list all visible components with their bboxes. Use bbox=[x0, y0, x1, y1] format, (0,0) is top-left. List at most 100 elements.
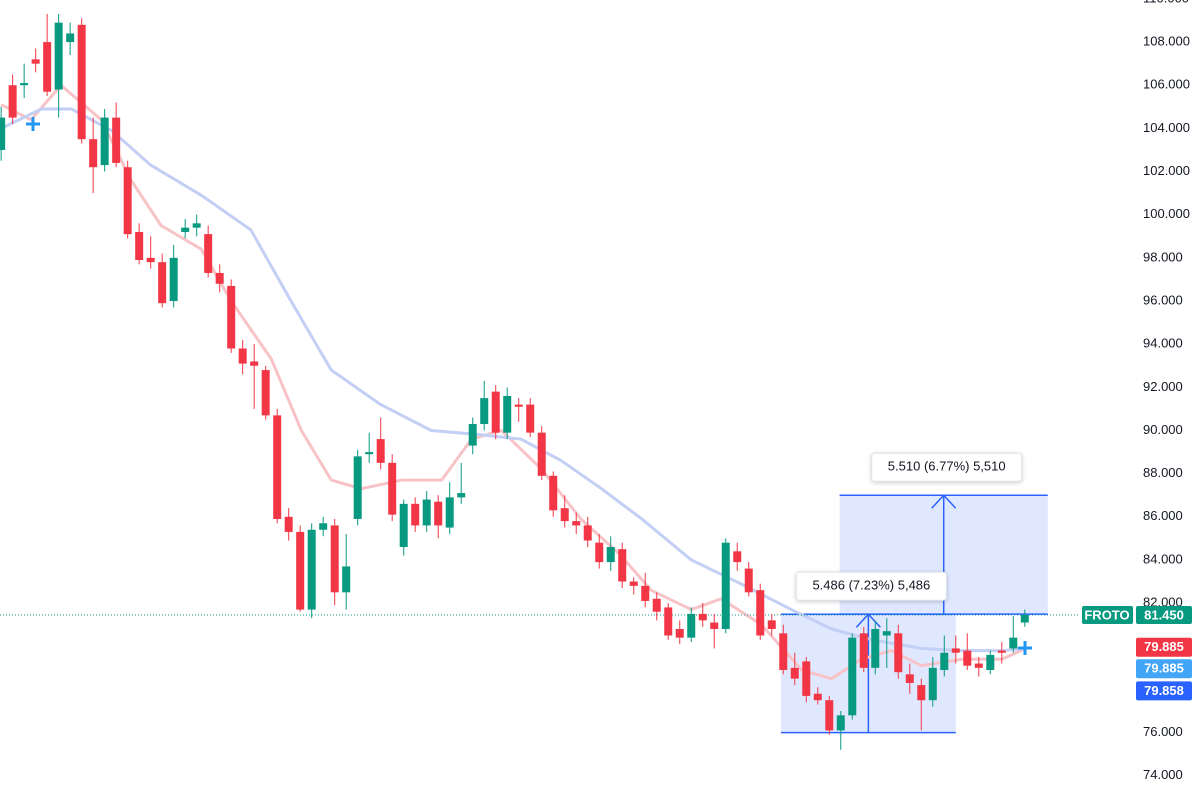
candle-body bbox=[468, 424, 477, 446]
candle-body bbox=[135, 231, 144, 261]
candle-body bbox=[8, 85, 17, 118]
y-tick-label: 96.000 bbox=[1143, 292, 1183, 307]
candle-body bbox=[227, 285, 236, 349]
y-tick-label: 90.000 bbox=[1143, 422, 1183, 437]
candle-body bbox=[1020, 614, 1029, 623]
y-tick-label: 108.000 bbox=[1143, 34, 1190, 49]
candle-body bbox=[480, 398, 489, 425]
measure-label: 5.510 (6.77%) 5,510 bbox=[888, 459, 1006, 474]
candle-body bbox=[100, 117, 109, 166]
candle-body bbox=[871, 629, 880, 668]
candle-body bbox=[376, 439, 385, 463]
candle-body bbox=[123, 167, 132, 235]
candle-body bbox=[330, 525, 339, 593]
candle-body bbox=[928, 667, 937, 701]
candle-body bbox=[882, 631, 891, 636]
candle-body bbox=[951, 648, 960, 653]
price-label-box bbox=[1136, 659, 1192, 679]
candle-body bbox=[560, 508, 569, 522]
candle-body bbox=[43, 42, 52, 92]
y-tick-label: 110.000 bbox=[1143, 0, 1189, 5]
candle-body bbox=[963, 650, 972, 666]
candle-body bbox=[284, 516, 293, 532]
candle-body bbox=[790, 667, 799, 679]
candle-body bbox=[802, 661, 811, 696]
candle-body bbox=[917, 685, 926, 701]
price-label-box bbox=[1136, 637, 1192, 657]
candle-body bbox=[848, 637, 857, 716]
y-tick-label: 74.000 bbox=[1143, 767, 1183, 782]
symbol-label-box bbox=[1082, 605, 1133, 624]
candle-body bbox=[606, 547, 615, 563]
candle-body bbox=[296, 531, 305, 610]
candle-body bbox=[365, 452, 374, 455]
candle-body bbox=[31, 59, 40, 64]
measure-label: 5.486 (7.23%) 5,486 bbox=[812, 578, 930, 593]
candle-body bbox=[422, 499, 431, 526]
candle-body bbox=[779, 633, 788, 671]
candle-body bbox=[629, 581, 638, 586]
candle-body bbox=[342, 566, 351, 593]
candle-body bbox=[572, 521, 581, 526]
y-tick-label: 106.000 bbox=[1143, 77, 1190, 92]
candle-body bbox=[146, 257, 155, 263]
candle-body bbox=[192, 223, 201, 228]
candle-body bbox=[997, 650, 1006, 653]
y-tick-label: 76.000 bbox=[1143, 724, 1183, 739]
candle-body bbox=[825, 700, 834, 731]
candle-body bbox=[514, 404, 523, 407]
candle-body bbox=[491, 391, 500, 433]
y-tick-label: 100.000 bbox=[1143, 206, 1190, 221]
candle-body bbox=[756, 590, 765, 636]
candle-body bbox=[445, 497, 454, 528]
y-tick-label: 102.000 bbox=[1143, 163, 1190, 178]
candle-body bbox=[434, 501, 443, 526]
y-tick-label: 86.000 bbox=[1143, 508, 1183, 523]
candle-body bbox=[503, 395, 512, 433]
candle-body bbox=[894, 633, 903, 673]
candle-body bbox=[181, 227, 190, 232]
candle-body bbox=[250, 361, 259, 366]
price-label: 79.885 bbox=[1144, 661, 1184, 676]
candle-body bbox=[411, 503, 420, 526]
candle-body bbox=[986, 654, 995, 671]
candle-body bbox=[0, 117, 6, 150]
candle-body bbox=[54, 22, 63, 90]
candle-body bbox=[89, 139, 98, 168]
candle-body bbox=[215, 272, 224, 284]
candle-body bbox=[664, 607, 673, 636]
price-label: 81.450 bbox=[1144, 607, 1184, 622]
candle-body bbox=[549, 475, 558, 511]
candle-body bbox=[307, 529, 316, 610]
candle-body bbox=[905, 674, 914, 683]
y-tick-label: 84.000 bbox=[1143, 551, 1183, 566]
symbol-label: FROTO bbox=[1084, 607, 1129, 622]
candle-body bbox=[710, 622, 719, 630]
candle-body bbox=[169, 257, 178, 302]
candle-body bbox=[112, 117, 121, 163]
y-tick-label: 94.000 bbox=[1143, 336, 1183, 351]
candle-body bbox=[687, 613, 696, 638]
candle-body bbox=[813, 693, 822, 701]
candle-body bbox=[974, 663, 983, 668]
candle-body bbox=[1009, 637, 1018, 649]
candle-body bbox=[353, 456, 362, 519]
candle-body bbox=[733, 551, 742, 563]
candle-body bbox=[652, 598, 661, 612]
candle-body bbox=[457, 493, 466, 498]
candle-body bbox=[595, 542, 604, 563]
price-label: 79.858 bbox=[1144, 683, 1184, 698]
candle-body bbox=[204, 234, 213, 273]
candle-body bbox=[537, 432, 546, 476]
candle-body bbox=[238, 348, 247, 364]
candle-body bbox=[744, 568, 753, 593]
y-tick-label: 104.000 bbox=[1143, 120, 1190, 135]
candle-body bbox=[618, 549, 627, 582]
candle-body bbox=[399, 503, 408, 548]
candle-body bbox=[158, 262, 167, 304]
price-label-box bbox=[1136, 681, 1192, 701]
candle-body bbox=[698, 613, 707, 621]
label-layer: 5.486 (7.23%) 5,486 5.510 (6.77%) 5,510 FR… bbox=[795, 452, 1192, 701]
